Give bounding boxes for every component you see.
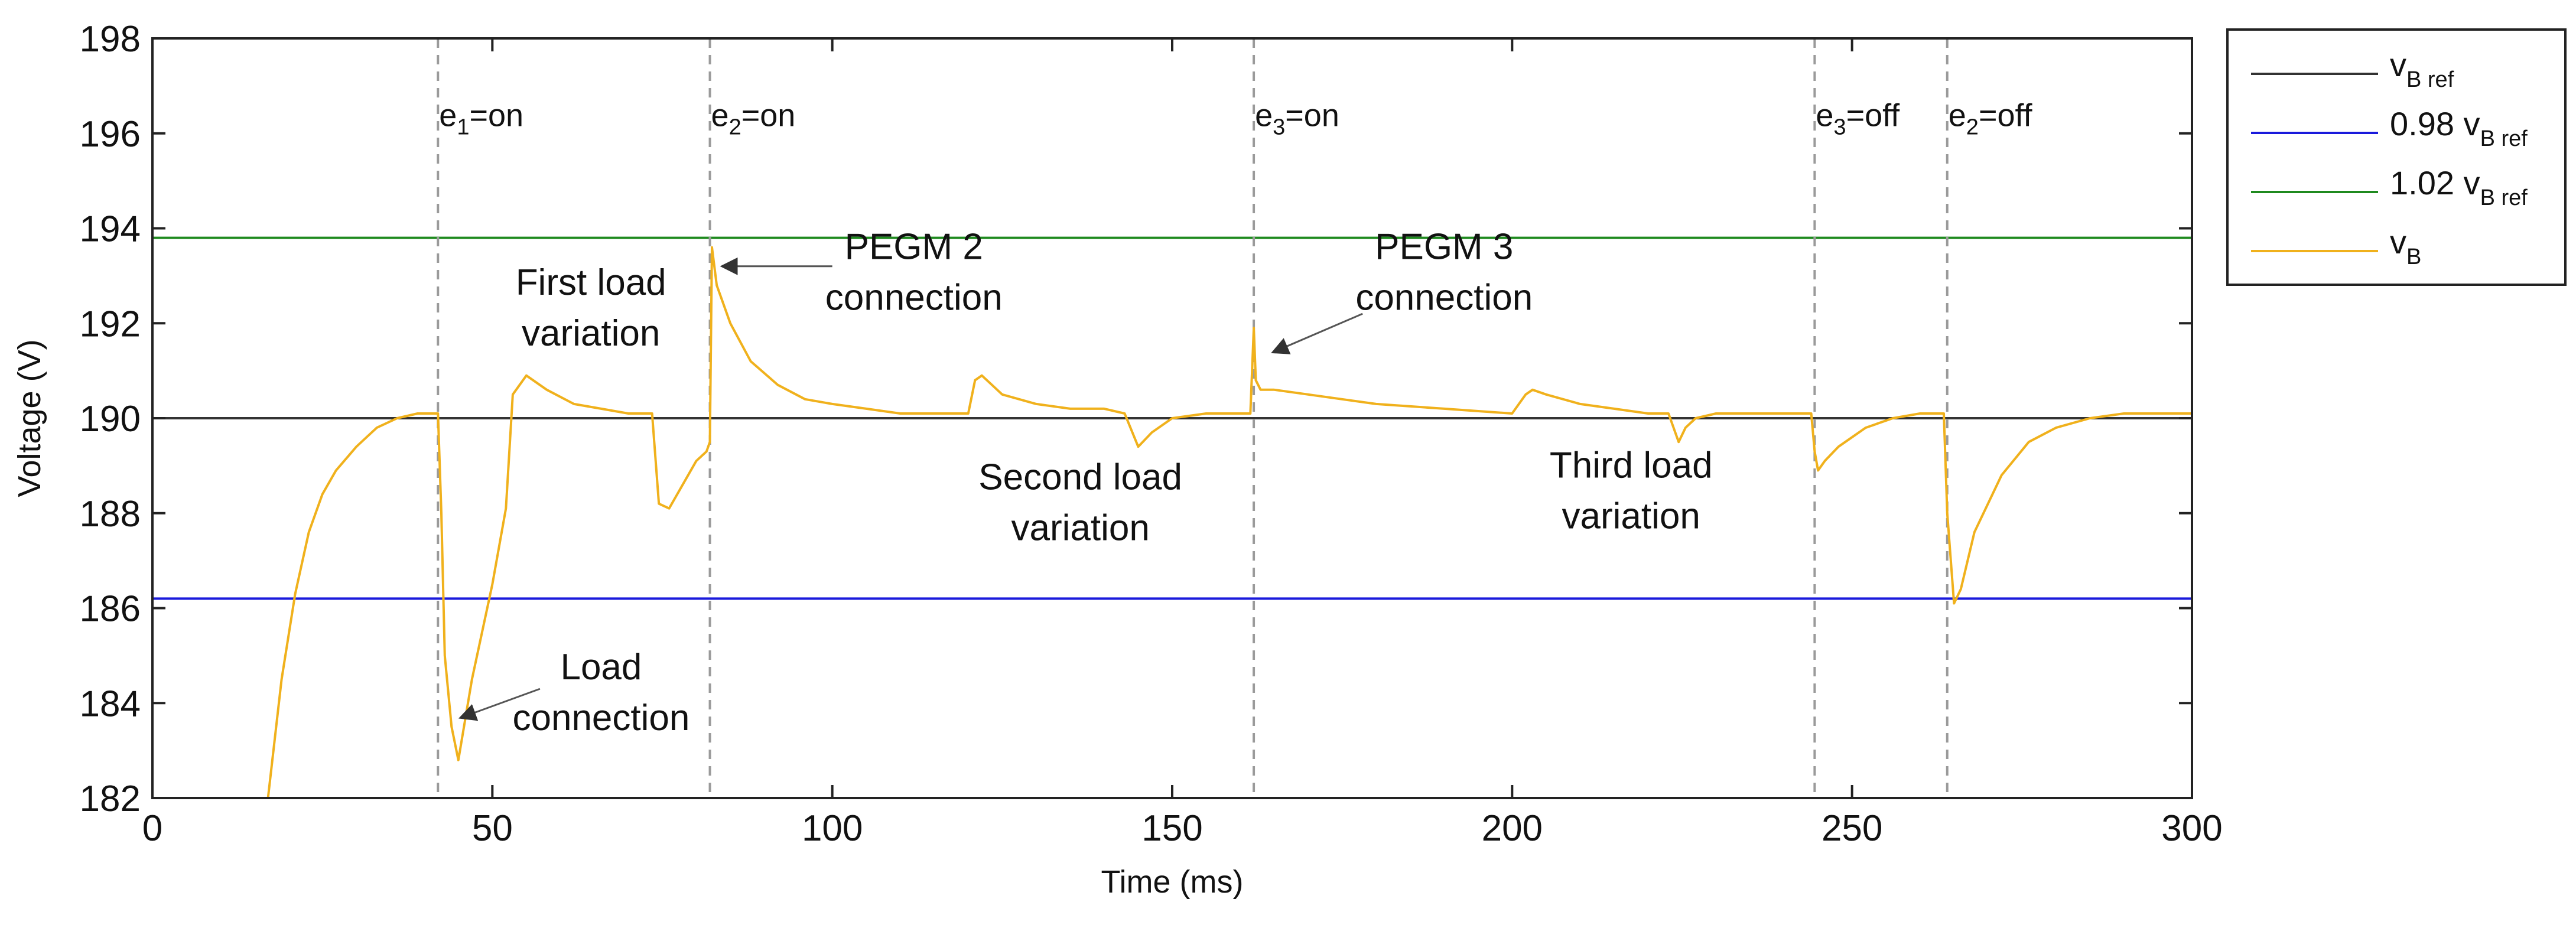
- y-tick-label-188: 188: [80, 494, 141, 535]
- x-tick-label-0: 0: [142, 808, 162, 849]
- event-label-4: e3=off: [1816, 98, 1900, 140]
- event-label-3: e3=on: [1255, 98, 1339, 140]
- legend: vB ref 0.98 vB ref 1.02 vB ref vB: [2226, 28, 2567, 286]
- x-tick-label-250: 250: [1822, 808, 1882, 849]
- x-tick-label-200: 200: [1482, 808, 1543, 849]
- vb-series-line: [266, 246, 2192, 799]
- x-axis-label: Time (ms): [1101, 864, 1244, 900]
- y-tick-label-184: 184: [80, 683, 141, 724]
- y-tick-label-194: 194: [80, 209, 141, 250]
- annotation-6: Load connection: [512, 647, 689, 738]
- event-label-1: e1=on: [439, 98, 523, 140]
- legend-entry-4: vB: [2390, 223, 2421, 269]
- event-label-2: e2=on: [711, 98, 796, 140]
- annotation-1: First load variation: [516, 262, 666, 354]
- x-tick-label-50: 50: [472, 808, 513, 849]
- y-tick-label-198: 198: [80, 19, 141, 60]
- y-tick-label-182: 182: [80, 779, 141, 819]
- event-label-5: e2=off: [1949, 98, 2033, 140]
- x-tick-label-300: 300: [2161, 808, 2222, 849]
- y-tick-label-186: 186: [80, 589, 141, 630]
- annotation-arrow-6: [458, 688, 541, 721]
- annotation-4: Second load variation: [978, 457, 1182, 549]
- y-tick-label-196: 196: [80, 114, 141, 155]
- x-tick-label-100: 100: [802, 808, 863, 849]
- annotation-arrow-3: [1271, 312, 1363, 354]
- legend-box: [2226, 28, 2567, 286]
- y-tick-label-192: 192: [80, 304, 141, 344]
- annotation-5: Third load variation: [1550, 445, 1713, 536]
- annotation-2: PEGM 2 connection: [825, 227, 1003, 318]
- legend-entry-2: 0.98 vB ref: [2390, 105, 2528, 151]
- y-axis-label: Voltage (V): [12, 339, 47, 497]
- legend-entry-3: 1.02 vB ref: [2390, 164, 2528, 210]
- x-tick-label-150: 150: [1141, 808, 1202, 849]
- y-tick-label-190: 190: [80, 399, 141, 439]
- legend-entry-1: vB ref: [2390, 46, 2454, 92]
- annotation-3: PEGM 3 connection: [1355, 227, 1533, 318]
